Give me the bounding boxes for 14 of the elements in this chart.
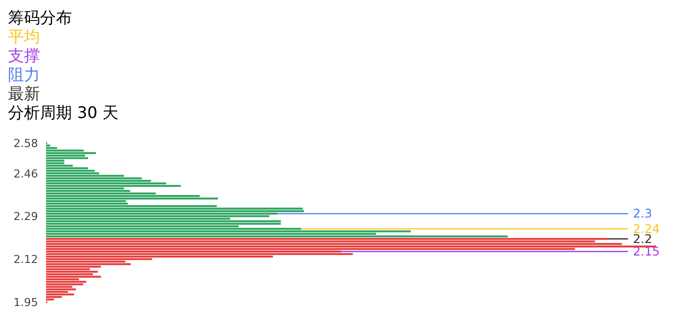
text: 支撑 — [8, 46, 40, 65]
ref-line-label: 2.15 — [633, 244, 660, 259]
ref-line-label: 2.2 — [633, 232, 652, 246]
y-tick-label: 2.12 — [14, 253, 38, 266]
text: 平均 — [8, 27, 40, 46]
ref-line-label: 2.3 — [633, 206, 652, 221]
text: 分析周期 30 天 — [8, 103, 119, 122]
y-tick-label: 2.46 — [14, 167, 38, 180]
y-tick-label: 1.95 — [14, 296, 38, 309]
text: 阻力 — [8, 65, 40, 84]
chart-title: 筹码分布 — [8, 8, 72, 27]
y-tick-label: 2.29 — [14, 210, 38, 224]
text: 最新 — [8, 84, 40, 103]
y-tick-label: 2.58 — [14, 137, 38, 150]
